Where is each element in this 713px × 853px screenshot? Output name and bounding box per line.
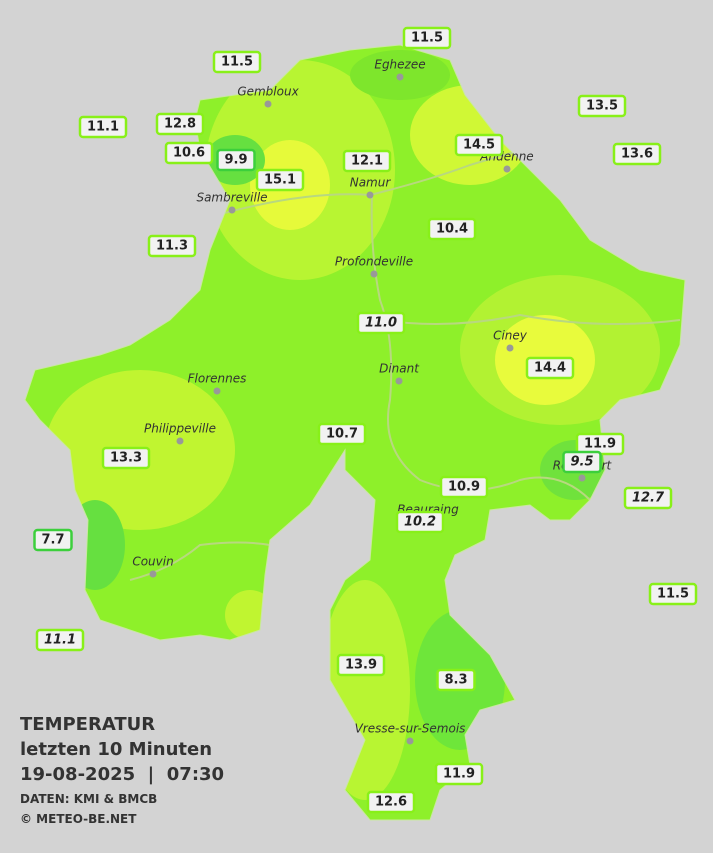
station-box — [454, 133, 504, 157]
station-value: 9.9 — [224, 153, 247, 168]
station-value: 11.1 — [44, 633, 76, 648]
station-value: 11.0 — [365, 316, 397, 331]
station-value: 10.9 — [448, 480, 480, 495]
town-label: Gembloux — [237, 85, 299, 99]
town-label: Namur — [350, 176, 392, 190]
legend-copyright: © METEO-BE.NET — [20, 812, 137, 826]
station-value: 12.1 — [351, 154, 383, 169]
town-label: Florennes — [188, 372, 247, 386]
town-dot — [370, 270, 378, 278]
town-dot — [149, 570, 157, 578]
station-value: 12.7 — [632, 491, 665, 506]
station-box — [336, 653, 386, 677]
town-label: Sambreville — [196, 191, 267, 205]
town-dot — [228, 206, 236, 214]
town-dot — [213, 387, 221, 395]
legend-title: TEMPERATUR — [20, 714, 155, 735]
station-value: 9.5 — [570, 455, 593, 470]
station-value: 11.5 — [657, 587, 689, 602]
town-dot — [406, 737, 414, 745]
town-dot — [176, 437, 184, 445]
station-value: 7.7 — [41, 533, 64, 548]
legend-source: DATEN: KMI & BMCB — [20, 792, 157, 806]
town-dot — [395, 377, 403, 385]
station-value: 11.3 — [156, 239, 188, 254]
station-box — [623, 486, 673, 510]
town-label: Dinant — [379, 362, 420, 376]
station-value: 13.9 — [345, 658, 377, 673]
town-label: Philippeville — [144, 422, 216, 436]
station-value: 13.3 — [110, 451, 142, 466]
legend-datetime: 19-08-2025 | 07:30 — [20, 764, 224, 785]
station-value: 14.5 — [463, 138, 495, 153]
station-box — [395, 510, 445, 534]
town-label: Eghezee — [374, 58, 425, 72]
station-box — [402, 26, 452, 50]
station-value: 10.2 — [404, 515, 436, 530]
station-value: 12.6 — [375, 795, 407, 810]
station-box — [366, 790, 416, 814]
town-dot — [503, 165, 511, 173]
station-box — [255, 168, 305, 192]
station-box — [525, 356, 575, 380]
station-value: 15.1 — [264, 173, 296, 188]
town-label: Ciney — [493, 329, 528, 343]
station-box — [78, 115, 128, 139]
station-value: 10.7 — [326, 427, 358, 442]
town-dot — [396, 73, 404, 81]
station-box — [612, 142, 662, 166]
station-value: 11.5 — [221, 55, 253, 70]
station-value: 8.3 — [444, 673, 467, 688]
legend-subtitle: letzten 10 Minuten — [20, 739, 212, 760]
stations: 11.5 11.5 13.5 11.1 12.8 14.5 13.6 10.6 9.9 12.1 1… — [33, 26, 698, 814]
town-dot — [506, 344, 514, 352]
station-value: 10.4 — [436, 222, 468, 237]
station-value: 10.6 — [173, 146, 205, 161]
station-value: 11.9 — [584, 437, 616, 452]
station-value: 12.8 — [164, 117, 196, 132]
station-box — [648, 582, 698, 606]
station-box — [356, 311, 406, 335]
town-label: Vresse-sur-Semois — [355, 722, 466, 736]
station-box — [147, 234, 197, 258]
station-box — [33, 528, 73, 552]
town-dot — [578, 474, 586, 482]
town-label: Profondeville — [335, 255, 413, 269]
station-value: 14.4 — [534, 361, 566, 376]
station-box — [216, 148, 256, 172]
station-box — [35, 628, 85, 652]
station-value: 11.1 — [87, 120, 119, 135]
town-dot — [366, 191, 374, 199]
station-value: 13.6 — [621, 147, 653, 162]
station-box — [164, 141, 214, 165]
station-value: 11.5 — [411, 31, 443, 46]
station-box — [155, 112, 205, 136]
station-box — [212, 50, 262, 74]
station-value: 13.5 — [586, 99, 618, 114]
town-dot — [264, 100, 272, 108]
station-box — [342, 149, 392, 173]
town-label: Couvin — [132, 555, 173, 569]
station-box — [101, 446, 151, 470]
station-box — [427, 217, 477, 241]
station-box — [434, 762, 484, 786]
station-value: 11.9 — [443, 767, 475, 782]
station-box — [436, 668, 476, 692]
station-box — [577, 94, 627, 118]
station-box — [562, 450, 602, 474]
station-box — [317, 422, 367, 446]
station-box — [439, 475, 489, 499]
